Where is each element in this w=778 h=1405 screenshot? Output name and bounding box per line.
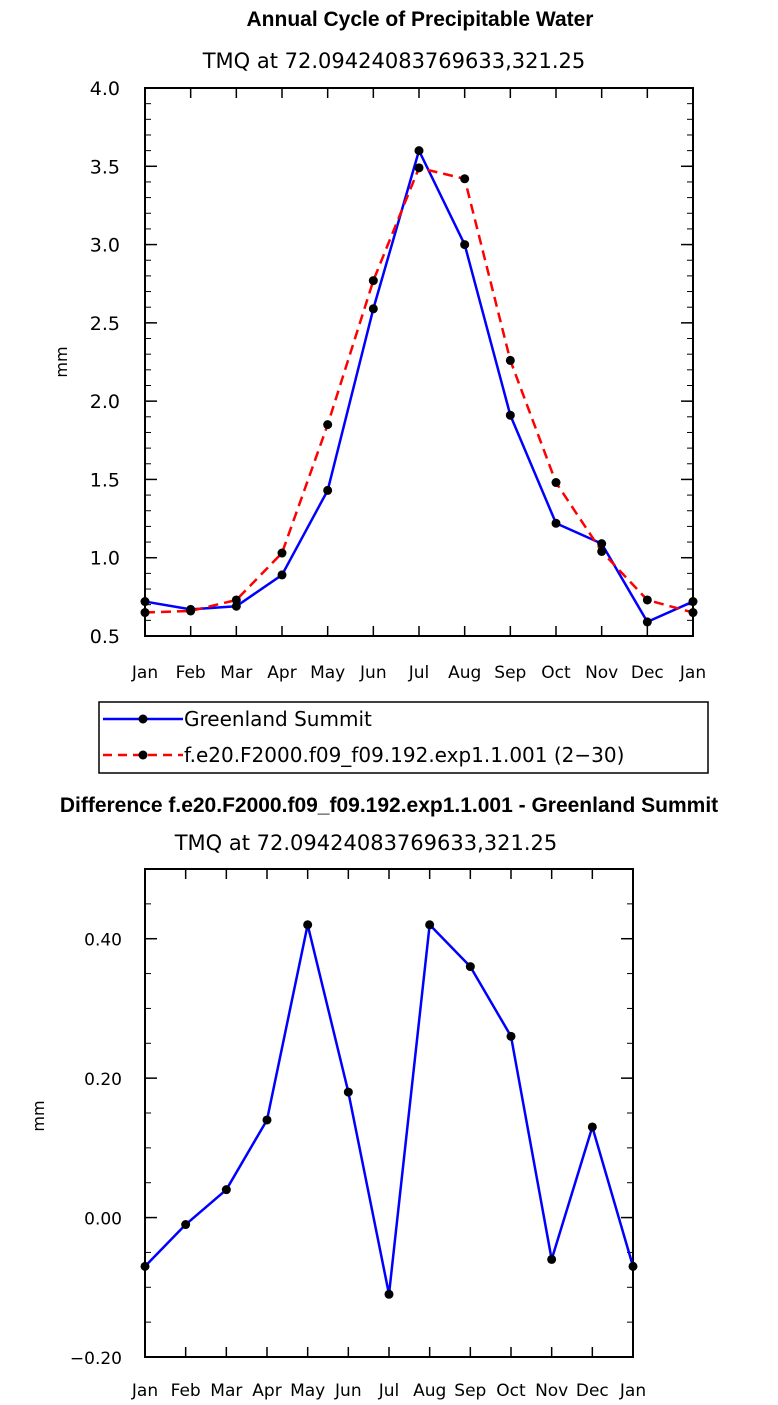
chart2-xtick-label: Apr <box>252 1381 281 1401</box>
chart1-ytick-label: 1.5 <box>90 469 120 491</box>
chart2-ytick-label: −0.20 <box>70 1349 122 1369</box>
chart1-xtick-label: Apr <box>267 663 296 683</box>
chart1-point-1 <box>277 548 287 558</box>
chart1-ytick-label: 2.0 <box>90 391 120 413</box>
chart1-ytick-label: 2.5 <box>90 313 120 335</box>
chart1-xtick-label: May <box>310 663 345 683</box>
chart2-point-0 <box>140 1261 150 1271</box>
chart1-xtick-label: Feb <box>176 663 206 683</box>
chart1-xtick-label: Jul <box>408 663 430 683</box>
chart1-point-0 <box>323 485 333 495</box>
chart1-xtick-label: Jan <box>679 663 706 683</box>
chart2-xtick-label: Jul <box>378 1381 400 1401</box>
chart2-point-0 <box>587 1122 597 1132</box>
chart1-title: Annual Cycle of Precipitable Water <box>247 8 594 31</box>
chart1-point-1 <box>551 478 561 488</box>
chart2-point-0 <box>262 1115 272 1125</box>
chart2-ytick-label: 0.40 <box>84 931 122 951</box>
chart2-xtick-label: May <box>290 1381 325 1401</box>
chart1-point-0 <box>277 570 287 580</box>
legend-marker-1 <box>138 750 148 760</box>
chart2-ylabel: mm <box>29 1100 48 1131</box>
chart2-xtick-label: Jun <box>334 1381 362 1401</box>
chart1-xtick-label: Dec <box>631 663 664 683</box>
chart2-ytick-label: 0.00 <box>84 1210 122 1230</box>
chart2-xtick-label: Aug <box>413 1381 446 1401</box>
chart2-ytick-label: 0.20 <box>84 1070 122 1090</box>
chart1-subtitle: TMQ at 72.09424083769633,321.25 <box>202 49 586 73</box>
chart1-point-1 <box>642 595 652 605</box>
chart2-point-0 <box>465 962 475 972</box>
chart1-ytick-label: 0.5 <box>90 626 120 648</box>
chart1-point-0 <box>140 597 150 607</box>
chart2-xtick-label: Feb <box>171 1381 201 1401</box>
chart1-point-0 <box>505 410 515 420</box>
chart2-point-0 <box>506 1031 516 1041</box>
chart2-xtick-label: Sep <box>454 1381 486 1401</box>
chart1-xtick-label: Aug <box>448 663 481 683</box>
chart1-point-0 <box>414 146 424 156</box>
chart1-xtick-label: Jan <box>131 663 158 683</box>
chart2-point-0 <box>181 1220 191 1230</box>
chart2-xtick-label: Oct <box>496 1381 526 1401</box>
chart1-ytick-label: 3.0 <box>90 235 120 257</box>
chart1-ytick-label: 4.0 <box>90 78 120 100</box>
chart1-point-0 <box>460 240 470 250</box>
chart1-point-1 <box>597 546 607 556</box>
chart1-point-1 <box>231 595 241 605</box>
chart1-point-1 <box>414 163 424 173</box>
chart1-point-1 <box>323 420 333 430</box>
chart1-point-1 <box>460 174 470 184</box>
chart1-ylabel: mm <box>52 346 71 377</box>
legend-label-1: f.e20.F2000.f09_f09.192.exp1.1.001 (2−30… <box>184 743 624 767</box>
chart2-point-0 <box>343 1087 353 1097</box>
chart2-point-0 <box>303 920 313 930</box>
chart2-point-0 <box>628 1261 638 1271</box>
chart1-point-1 <box>140 608 150 618</box>
chart2-title: Difference f.e20.F2000.f09_f09.192.exp1.… <box>60 794 718 817</box>
chart2-series-line-0 <box>144 923 635 1296</box>
legend-label-0: Greenland Summit <box>184 707 372 731</box>
chart1-point-0 <box>688 597 698 607</box>
chart2-xtick-label: Dec <box>576 1381 609 1401</box>
chart1-xtick-label: Mar <box>220 663 252 683</box>
chart1-point-1 <box>688 608 698 618</box>
chart1-series-line-0 <box>144 149 694 624</box>
chart2-xtick-label: Mar <box>210 1381 242 1401</box>
chart2-point-0 <box>547 1254 557 1264</box>
chart1-ytick-label: 1.0 <box>90 548 120 570</box>
chart2-xtick-label: Jan <box>619 1381 646 1401</box>
legend-marker-0 <box>138 714 148 724</box>
chart2-point-0 <box>425 920 435 930</box>
chart1-point-0 <box>551 518 561 528</box>
chart2-xtick-label: Nov <box>535 1381 568 1401</box>
chart1-xtick-label: Oct <box>541 663 571 683</box>
chart1-point-0 <box>597 539 607 549</box>
chart1-point-0 <box>642 617 652 627</box>
chart1-ytick-label: 3.5 <box>90 156 120 178</box>
chart2-subtitle: TMQ at 72.09424083769633,321.25 <box>174 831 558 855</box>
chart1-series-line-1 <box>144 166 694 614</box>
chart1-point-1 <box>186 606 196 616</box>
chart2-xtick-label: Jan <box>131 1381 158 1401</box>
legend-box <box>98 701 709 774</box>
chart2-point-0 <box>221 1185 231 1195</box>
chart1-point-0 <box>368 304 378 314</box>
chart1-xtick-label: Nov <box>585 663 618 683</box>
chart1-point-1 <box>505 355 515 365</box>
chart1-xtick-label: Jun <box>359 663 387 683</box>
chart1-xtick-label: Sep <box>494 663 526 683</box>
chart1-point-1 <box>368 276 378 286</box>
chart1-point-0 <box>231 601 241 611</box>
chart2-point-0 <box>384 1289 394 1299</box>
